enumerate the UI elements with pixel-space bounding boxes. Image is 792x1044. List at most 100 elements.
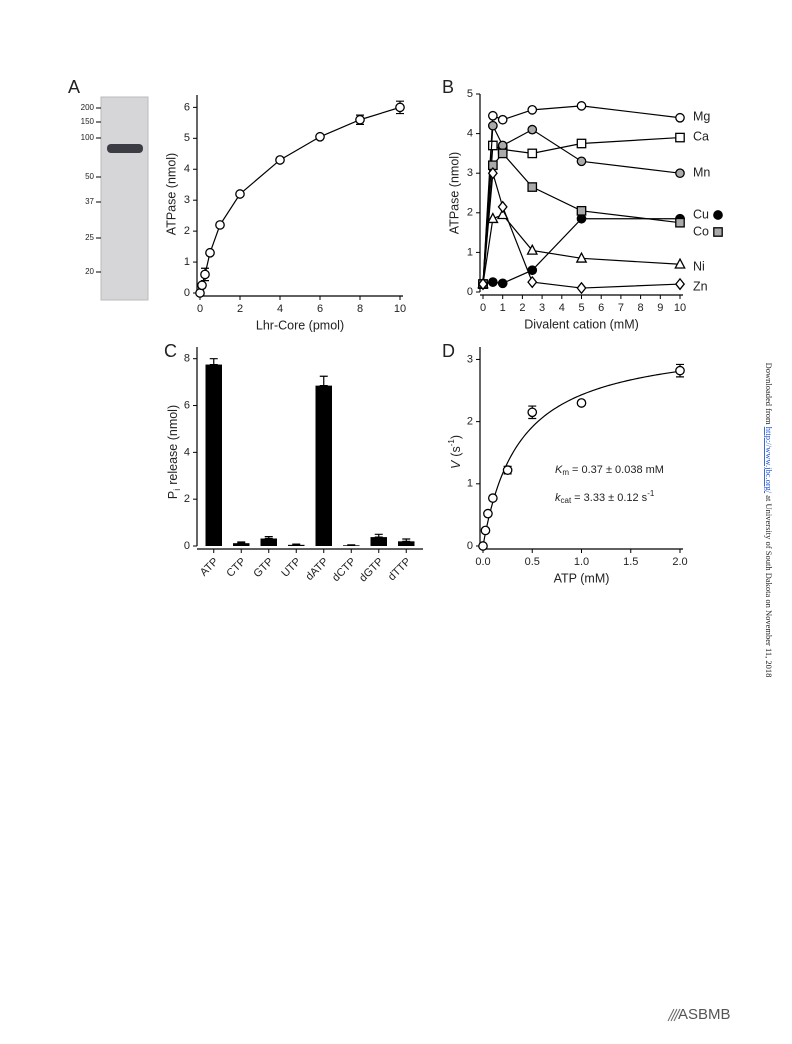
- logo-text: ASBMB: [678, 1006, 731, 1023]
- legend-marker: [713, 210, 723, 220]
- data-point: [315, 131, 325, 142]
- series-line: [482, 214, 681, 285]
- bar: [370, 537, 387, 546]
- data-point: [197, 280, 207, 291]
- y-tick-label: 2: [184, 493, 190, 505]
- panel-label: A: [68, 77, 80, 97]
- data-point: [527, 124, 538, 135]
- data-point: [497, 278, 508, 289]
- y-axis-label: V (s-1): [447, 435, 463, 469]
- data-point: [355, 114, 365, 125]
- annotation: kcat = 3.33 ± 0.12 s-1: [555, 489, 655, 505]
- x-tick-label: 1.5: [623, 556, 638, 568]
- y-tick-label: 5: [184, 132, 190, 144]
- data-point: [497, 140, 508, 151]
- data-point: [527, 275, 538, 289]
- x-tick-label: 6: [317, 303, 323, 315]
- x-axis-label: Divalent cation (mM): [524, 317, 639, 331]
- annotation-superscript: -1: [647, 489, 655, 498]
- legend-label: Ni: [693, 259, 705, 273]
- x-tick-label: 0.5: [525, 556, 540, 568]
- label-subscript: i: [172, 489, 182, 491]
- x-axis-label: Lhr-Core (pmol): [256, 318, 344, 332]
- panel-label: D: [442, 341, 455, 361]
- data-point: [487, 110, 498, 121]
- data-point: [674, 257, 686, 269]
- data-point: [527, 104, 538, 115]
- y-tick-label: 2: [467, 207, 473, 219]
- x-tick-label: 2: [519, 302, 525, 314]
- y-tick-label: 1: [467, 478, 473, 490]
- gel-marker-label: 50: [85, 172, 94, 181]
- x-tick-label: 1.0: [574, 556, 589, 568]
- panel-label: C: [164, 341, 177, 361]
- x-tick-label: 0.0: [475, 556, 490, 568]
- data-point: [480, 525, 491, 536]
- data-point: [195, 288, 205, 298]
- data-point: [576, 138, 587, 149]
- note-part: Downloaded from: [764, 363, 774, 427]
- y-tick-label: 2: [184, 225, 190, 237]
- data-point: [497, 148, 508, 159]
- data-point: [675, 168, 685, 179]
- x-tick-label: 2.0: [672, 556, 687, 568]
- legend-label: Cu: [693, 207, 709, 221]
- data-point: [674, 277, 686, 291]
- y-tick-label: 4: [467, 128, 473, 140]
- x-tick-label: 6: [598, 302, 604, 314]
- x-tick-label: 1: [500, 302, 506, 314]
- y-tick-label: 0: [184, 540, 190, 552]
- y-axis-label: ATPase (nmol): [447, 152, 461, 234]
- y-tick-label: 5: [467, 88, 473, 100]
- series-line: [482, 173, 681, 289]
- data-point: [502, 465, 513, 475]
- bar: [398, 541, 415, 546]
- gel-markers: 200 150 100 50 37 25 20: [81, 103, 101, 276]
- logo: ASBMB: [667, 1006, 731, 1023]
- annotation-part: K: [555, 464, 563, 476]
- note-part: at University of South Dakota on Novembe…: [764, 493, 774, 677]
- gel-band: [107, 144, 143, 153]
- gel-marker-label: 20: [85, 267, 94, 276]
- data-point: [205, 247, 215, 258]
- download-note: Downloaded from http://www.jbc.org/ at U…: [764, 363, 774, 678]
- annotation-part: k: [555, 492, 561, 504]
- label-part: (s: [449, 446, 463, 456]
- x-axis-label: ATP (mM): [554, 571, 610, 585]
- data-point: [576, 156, 587, 167]
- data-point: [675, 112, 685, 123]
- data-point: [215, 220, 225, 230]
- data-point: [526, 243, 539, 255]
- panel-label: B: [442, 77, 454, 97]
- y-tick-label: 1: [467, 246, 473, 258]
- label-part: ): [449, 435, 463, 439]
- data-point: [575, 251, 588, 263]
- bar: [315, 385, 332, 546]
- link[interactable]: http://www.jbc.org/: [764, 427, 774, 494]
- x-tick-label: 7: [618, 302, 624, 314]
- data-point: [477, 277, 489, 291]
- gel-marker-label: 37: [85, 197, 94, 206]
- gel-lane: [100, 96, 149, 301]
- x-tick-label: 2: [237, 303, 243, 315]
- data-point: [483, 508, 493, 519]
- y-tick-label: 0: [184, 287, 190, 299]
- x-tick-label: 4: [277, 303, 283, 315]
- x-tick-label: 8: [357, 303, 363, 315]
- data-point: [675, 217, 685, 228]
- annotation-subscript: m: [562, 468, 569, 477]
- y-axis-label: ATPase (nmol): [164, 153, 178, 235]
- x-tick-label: 0: [197, 303, 203, 315]
- gel-marker-label: 150: [81, 117, 95, 126]
- y-tick-label: 6: [184, 399, 190, 411]
- error-bar: [319, 375, 328, 387]
- label-part: V: [449, 459, 463, 469]
- data-point: [487, 140, 498, 151]
- y-tick-label: 0: [467, 286, 473, 298]
- data-point: [478, 541, 488, 551]
- annotation-subscript: cat: [561, 496, 572, 505]
- gel-marker-label: 100: [81, 133, 95, 142]
- data-point: [487, 166, 498, 180]
- data-point: [395, 102, 405, 113]
